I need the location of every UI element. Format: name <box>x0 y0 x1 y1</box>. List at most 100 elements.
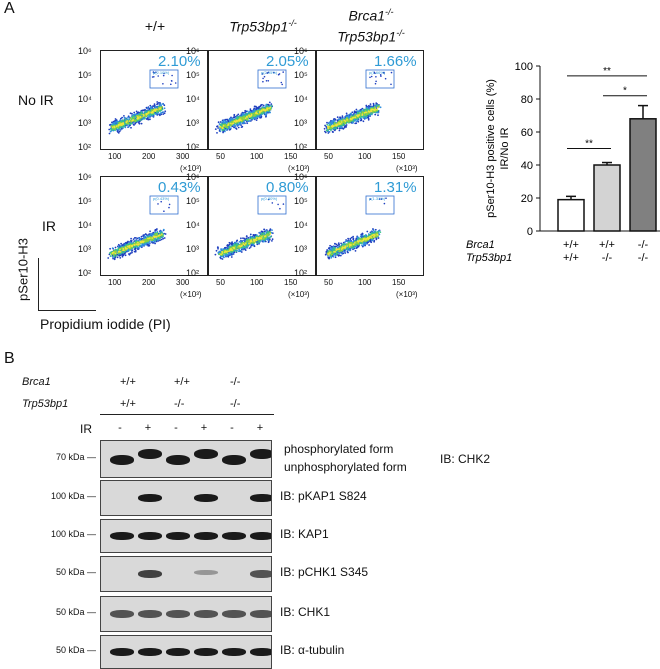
flow-event-dot <box>150 233 153 236</box>
flow-event-dot <box>245 112 248 115</box>
flow-event-dot <box>361 244 363 247</box>
flow-event-dot <box>158 237 161 240</box>
flow-ytick-label: 10⁴ <box>186 220 200 230</box>
flow-event-dot <box>233 243 236 246</box>
flow-event-dot <box>242 237 244 240</box>
flow-xtick-label: 150 <box>392 152 406 161</box>
flow-event-dot <box>327 127 330 130</box>
flow-event-dot <box>131 112 133 115</box>
flow-event-dot <box>346 248 349 251</box>
flow-event-dot <box>117 243 120 246</box>
flow-event-dot <box>216 132 218 134</box>
flow-gate-percentage: 2.10% <box>158 53 201 70</box>
flow-event-dot <box>368 234 370 236</box>
flow-event-dot <box>119 257 122 259</box>
flow-event-dot <box>362 238 365 240</box>
flow-event-dot <box>245 237 248 240</box>
flow-gated-dot <box>157 203 159 205</box>
flow-event-dot <box>130 122 133 125</box>
flow-event-dot <box>350 112 352 115</box>
flow-event-dot <box>228 243 231 246</box>
flow-xtick-label: 150 <box>392 278 406 287</box>
flow-event-dot <box>133 244 136 246</box>
flow-event-dot <box>264 238 267 241</box>
flow-event-dot <box>154 239 157 242</box>
col-header-wt: +/+ <box>100 18 210 34</box>
flow-ytick-label: 10⁶ <box>186 172 200 182</box>
flow-event-dot <box>108 128 111 131</box>
flow-plot-frame <box>208 50 316 150</box>
flow-event-dot <box>221 127 224 130</box>
blot-geno-1-3: -/- <box>230 376 241 388</box>
flow-event-dot <box>134 250 137 253</box>
ir-sign: + <box>144 422 152 434</box>
flow-event-dot <box>258 237 261 240</box>
flow-gated-dot <box>163 72 165 75</box>
flow-event-dot <box>253 239 255 242</box>
flow-event-dot <box>326 121 328 124</box>
flow-event-dot <box>237 113 240 116</box>
flow-event-dot <box>352 116 355 119</box>
flow-event-dot <box>137 243 140 246</box>
flow-event-dot <box>258 106 260 109</box>
blot-band <box>194 648 218 656</box>
blot-band <box>138 570 162 578</box>
flow-event-dot <box>249 233 252 236</box>
flow-event-dot <box>259 235 262 237</box>
flow-event-dot <box>235 250 238 253</box>
col-header-double-brca1-sup: -/- <box>385 7 394 17</box>
flow-event-dot <box>136 237 139 240</box>
flow-event-dot <box>231 241 233 243</box>
ir-sign: + <box>200 422 208 434</box>
flow-event-dot <box>228 250 231 252</box>
flow-event-dot <box>332 255 335 258</box>
flow-event-dot <box>119 254 122 257</box>
flow-event-dot <box>361 245 364 248</box>
bar <box>629 118 657 232</box>
flow-event-dot <box>147 116 150 119</box>
flow-ytick-label: 10⁶ <box>294 46 308 56</box>
flow-event-dot <box>365 237 368 240</box>
flow-event-dot <box>127 250 130 252</box>
flow-event-dot <box>350 246 353 249</box>
flow-event-dot <box>222 131 224 134</box>
flow-event-dot <box>262 104 265 107</box>
flow-xtick-label: 300 <box>176 152 190 161</box>
flow-event-dot <box>265 111 268 114</box>
flow-plot-frame <box>316 50 424 150</box>
flow-gated-dot <box>263 75 266 78</box>
flow-event-dot <box>360 110 363 112</box>
flow-xtick-label: 200 <box>142 152 156 161</box>
flow-event-dot <box>163 107 166 110</box>
flow-gated-dot <box>390 71 393 74</box>
flow-event-dot <box>332 131 334 133</box>
flow-event-dot <box>259 111 261 114</box>
flow-event-dot <box>130 126 132 129</box>
flow-event-dot <box>229 124 231 127</box>
col-header-53bp1-sup: -/- <box>288 18 297 28</box>
significance-marker: ** <box>603 66 611 77</box>
blot-geno-1-2: +/+ <box>174 376 190 388</box>
blot-band <box>138 532 162 540</box>
flow-event-dot <box>268 101 271 104</box>
flow-event-dot <box>372 102 375 105</box>
flow-event-dot <box>258 113 261 115</box>
flow-event-dot <box>263 106 265 109</box>
flow-event-dot <box>119 119 122 122</box>
flow-event-dot <box>240 240 242 242</box>
flow-event-dot <box>352 120 355 123</box>
flow-ytick-label: 10⁴ <box>186 94 200 104</box>
flow-event-dot <box>232 122 235 125</box>
flow-event-dot <box>270 105 273 107</box>
flow-plot <box>100 176 208 276</box>
western-blot-membrane <box>100 440 272 478</box>
flow-event-dot <box>248 247 251 249</box>
bar-chart-ylabel-line1: pSer10-H3 positive cells (%) <box>485 79 497 218</box>
flow-event-dot <box>246 110 249 113</box>
flow-event-dot <box>329 246 332 249</box>
flow-event-dot <box>217 121 220 124</box>
flow-event-dot <box>152 233 155 235</box>
flow-ytick-label: 10⁶ <box>78 46 92 56</box>
flow-event-dot <box>369 240 372 243</box>
